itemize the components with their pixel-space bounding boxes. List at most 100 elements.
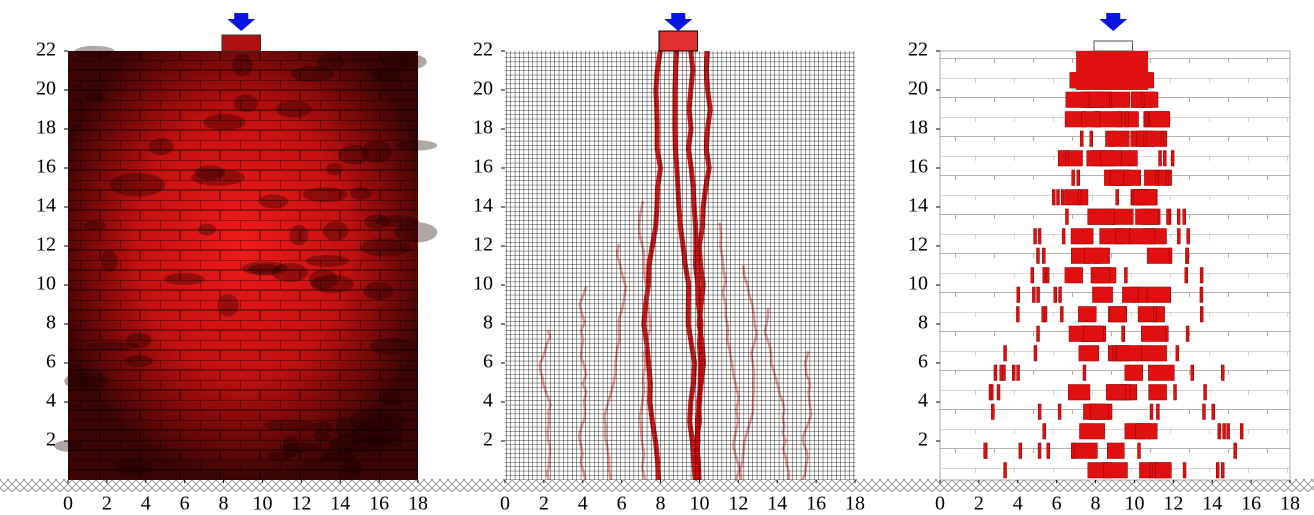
damaged-block [1165,169,1170,186]
top-band [1076,51,1149,90]
damaged-block [1139,462,1157,479]
damaged-block [1090,267,1111,284]
y-tick-label: 10 [908,273,928,295]
y-tick-label: 6 [918,351,928,373]
damaged-block [1175,345,1180,362]
y-tick-label: 20 [473,78,493,100]
y-tick-label: 6 [46,351,56,373]
damaged-block [1082,364,1087,381]
damaged-block [1036,325,1040,342]
damaged-block [1144,111,1149,128]
damaged-block [1221,462,1225,479]
damaged-block [1105,384,1126,401]
x-tick-label: 12 [1163,493,1183,515]
damaged-block [1036,286,1040,303]
damaged-block [1065,208,1069,225]
damaged-block [1089,130,1093,147]
mesh [505,51,855,480]
damaged-block [1124,267,1128,284]
damaged-block [1186,228,1190,245]
damaged-block [1115,189,1119,206]
damaged-block [1203,384,1207,401]
x-tick-label: 8 [1091,493,1101,515]
damaged-block [1080,130,1084,147]
x-tick-label: 10 [252,493,272,515]
x-tick-label: 16 [806,493,826,515]
panel: 0 2 4 6 8 10 12 14 16 18 2 4 6 8 10 12 14 16 18 20 22 [36,13,438,515]
damaged-block [1158,150,1162,167]
damaged-block [1137,306,1165,323]
damaged-block [1033,228,1037,245]
damaged-block [1202,403,1206,420]
damaged-block [1199,286,1204,303]
panel: 0 2 4 6 8 10 12 14 16 18 2 4 6 8 10 12 14 16 18 20 22 [473,13,865,515]
damaged-block [1148,364,1175,381]
damaged-block [1149,403,1154,420]
damaged-block [999,364,1003,381]
damaged-block [1070,228,1094,245]
damaged-block [1125,111,1129,128]
load-arrow [227,13,256,31]
damaged-block [1016,286,1020,303]
damaged-block [1077,189,1082,206]
y-tick-label: 22 [36,39,56,61]
damaged-block [1182,462,1187,479]
y-tick-label: 16 [473,156,493,178]
damaged-block [993,364,998,381]
y-tick-label: 18 [473,117,493,139]
x-tick-label: 2 [539,493,549,515]
y-tick-label: 12 [36,234,56,256]
y-tick-label: 2 [918,429,928,451]
damaged-block [1166,208,1170,225]
damaged-block [1156,403,1160,420]
damaged-block [1079,423,1105,440]
damaged-block [1109,306,1128,323]
y-tick-label: 2 [483,429,493,451]
damaged-block [1146,247,1172,264]
damaged-block [1136,130,1162,147]
damaged-block [1060,306,1064,323]
damaged-block [1071,442,1098,459]
damaged-block [1135,423,1158,440]
damaged-block [1064,189,1089,206]
damaged-block [1217,423,1221,440]
x-tick-label: 10 [1124,493,1144,515]
damaged-block [1016,364,1020,381]
damaged-block [1122,286,1139,303]
y-tick-label: 8 [483,312,493,334]
damaged-block [1137,442,1141,459]
damaged-block [1041,306,1045,323]
load-plate [658,30,698,52]
y-tick-label: 18 [908,117,928,139]
x-tick-label: 14 [767,493,787,515]
damaged-block [1149,111,1171,128]
damaged-block [1221,364,1225,381]
x-tick-label: 4 [141,493,151,515]
y-tick-label: 22 [908,39,928,61]
damaged-block [1185,247,1189,264]
damaged-block [1149,462,1153,479]
x-tick-label: 6 [180,493,190,515]
damaged-block [1057,150,1083,167]
damaged-block [988,384,993,401]
x-tick-label: 16 [369,493,389,515]
damaged-block [1042,247,1046,264]
damaged-block [1071,169,1075,186]
damaged-block [1064,267,1083,284]
damaged-block [1123,169,1142,186]
x-tick-label: 0 [500,493,510,515]
damaged-block [1143,130,1148,147]
damaged-block [1100,150,1122,167]
x-tick-label: 16 [1241,493,1261,515]
damaged-block [1155,169,1160,186]
damaged-block [1057,403,1062,420]
damaged-block [1058,286,1062,303]
damaged-block [1176,208,1181,225]
damaged-block [1116,345,1143,362]
damaged-block [1112,345,1117,362]
y-tick-label: 10 [473,273,493,295]
damaged-block [1184,267,1188,284]
damaged-block [1053,286,1057,303]
y-tick-label: 18 [36,117,56,139]
